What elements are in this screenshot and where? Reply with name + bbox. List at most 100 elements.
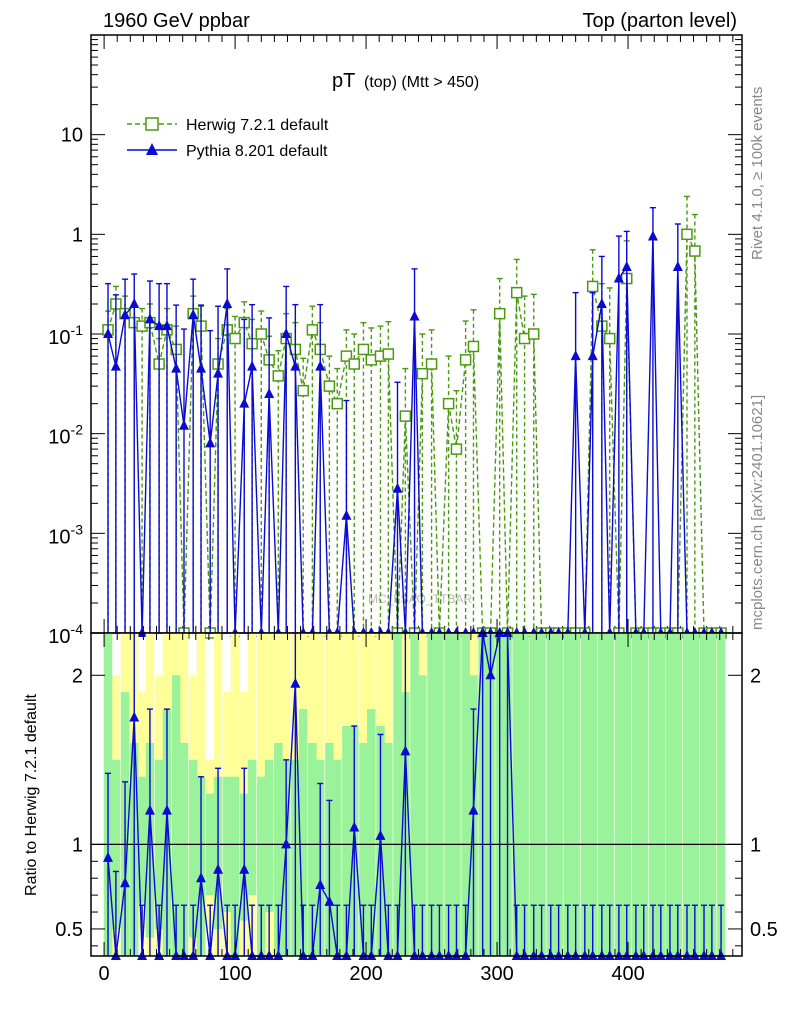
ratio-band-green	[137, 776, 147, 904]
ratio-band-green	[274, 742, 283, 956]
herwig-point	[382, 348, 395, 360]
pythia-point	[196, 362, 207, 373]
herwig-point	[425, 358, 438, 370]
ratio-pythia-point	[587, 950, 598, 960]
ratio-band-green	[308, 742, 317, 956]
ratio-band-green	[332, 759, 342, 956]
herwig-point	[331, 397, 344, 410]
ratio-band-green	[631, 633, 641, 956]
ratio-y-tick-label: 2	[72, 665, 83, 687]
herwig-point	[272, 370, 285, 382]
ratio-pythia-point	[477, 627, 488, 637]
herwig-point	[442, 397, 455, 410]
ratio-pythia-point	[647, 950, 658, 960]
ratio-y-tick-label: 1	[72, 834, 83, 856]
header-left: 1960 GeV ppbar	[103, 10, 250, 32]
ratio-pythia-point	[196, 872, 207, 883]
ratio-pythia-point	[468, 804, 479, 815]
herwig-point	[255, 328, 268, 340]
pythia-point	[613, 272, 624, 283]
ratio-band-green	[410, 633, 419, 956]
ratio-pythia-point	[332, 950, 343, 960]
ratio-band-green	[298, 709, 308, 956]
ratio-pythia-point	[528, 950, 539, 960]
pythia-point	[103, 328, 114, 338]
ratio-band-green	[605, 633, 614, 956]
header-right: Top (parton level)	[582, 10, 737, 32]
ratio-pythia-point	[409, 950, 420, 960]
ratio-band-green	[384, 742, 393, 956]
ratio-x-tick-label: 0	[99, 963, 110, 985]
ratio-pythia-point	[417, 950, 428, 960]
ratio-band-green	[563, 633, 573, 956]
ratio-band-green	[699, 633, 709, 956]
ratio-pythia-point	[144, 804, 155, 815]
ratio-pythia-point	[621, 950, 632, 960]
herwig-point	[416, 367, 429, 380]
ratio-pythia-point	[485, 669, 496, 680]
herwig-point	[459, 354, 472, 366]
main-y-tick-label: 10-3	[48, 521, 83, 548]
watermark: MC_FSAO_TTBAR	[368, 592, 472, 606]
main-y-tick-label: 10-4	[48, 621, 83, 648]
herwig-point	[527, 328, 540, 340]
ratio-pythia-point	[664, 950, 675, 960]
ratio-band-green	[452, 633, 461, 956]
pythia-point	[409, 310, 420, 321]
ratio-pythia-point	[451, 950, 462, 960]
pythia-point	[213, 367, 224, 378]
ratio-band-green	[690, 633, 700, 956]
pythia-point	[129, 297, 140, 308]
ratio-pythia-point	[443, 950, 454, 960]
ratio-band-green	[444, 633, 453, 956]
pythia-point	[247, 360, 258, 371]
pythia-point	[154, 320, 165, 331]
ratio-band-green	[673, 633, 683, 956]
ratio-band-green	[188, 759, 198, 938]
ratio-band-green	[359, 742, 368, 956]
ratio-pythia-point	[366, 950, 377, 960]
ratio-band-green	[648, 633, 658, 956]
ratio-pythia-point	[307, 950, 318, 960]
ratio-pythia-point	[188, 950, 199, 960]
herwig-point	[586, 280, 599, 293]
ratio-band-green	[588, 633, 597, 956]
rivet-label: Rivet 4.1.0, ≥ 100k events	[749, 87, 766, 260]
ratio-pythia-point	[358, 950, 369, 960]
ratio-pythia-point	[239, 863, 250, 874]
ratio-pythia-point	[129, 711, 140, 722]
ratio-pythia-point	[392, 950, 403, 960]
ratio-pythia-point	[137, 950, 148, 960]
mcplots-label: mcplots.cern.ch [arXiv:2401.10621]	[749, 395, 766, 630]
ratio-band-green	[682, 633, 692, 956]
pythia-point	[179, 419, 189, 430]
ratio-pythia-point	[171, 950, 182, 960]
ratio-band-green	[614, 633, 624, 956]
ratio-pythia-point	[110, 950, 121, 960]
ratio-x-tick-label: 300	[480, 963, 513, 985]
pythia-point	[144, 313, 155, 324]
herwig-point	[510, 286, 523, 299]
legend-herwig-marker	[145, 117, 159, 131]
pythia-point	[281, 328, 292, 338]
ratio-pythia-point	[349, 821, 360, 832]
ratio-band-green	[554, 633, 563, 956]
herwig-point	[348, 358, 361, 370]
pythia-point	[341, 509, 352, 520]
ratio-pythia-point	[562, 950, 573, 960]
herwig-point	[467, 340, 480, 353]
pythia-point	[570, 350, 581, 361]
ratio-pythia-point	[553, 950, 564, 960]
ratio-pythia-point	[298, 950, 309, 960]
ratio-pythia-point	[536, 950, 547, 960]
ratio-band-green	[529, 633, 538, 956]
ratio-pythia-point	[383, 950, 394, 960]
ratio-x-tick-label: 100	[218, 963, 251, 985]
ratio-pythia-point	[120, 877, 131, 888]
ratio-pythia-point	[604, 950, 615, 960]
main-y-tick-label: 10-1	[48, 322, 83, 349]
ratio-band-green	[512, 633, 521, 956]
plot-title-main: pT	[332, 70, 355, 92]
ratio-band-green	[393, 633, 402, 956]
